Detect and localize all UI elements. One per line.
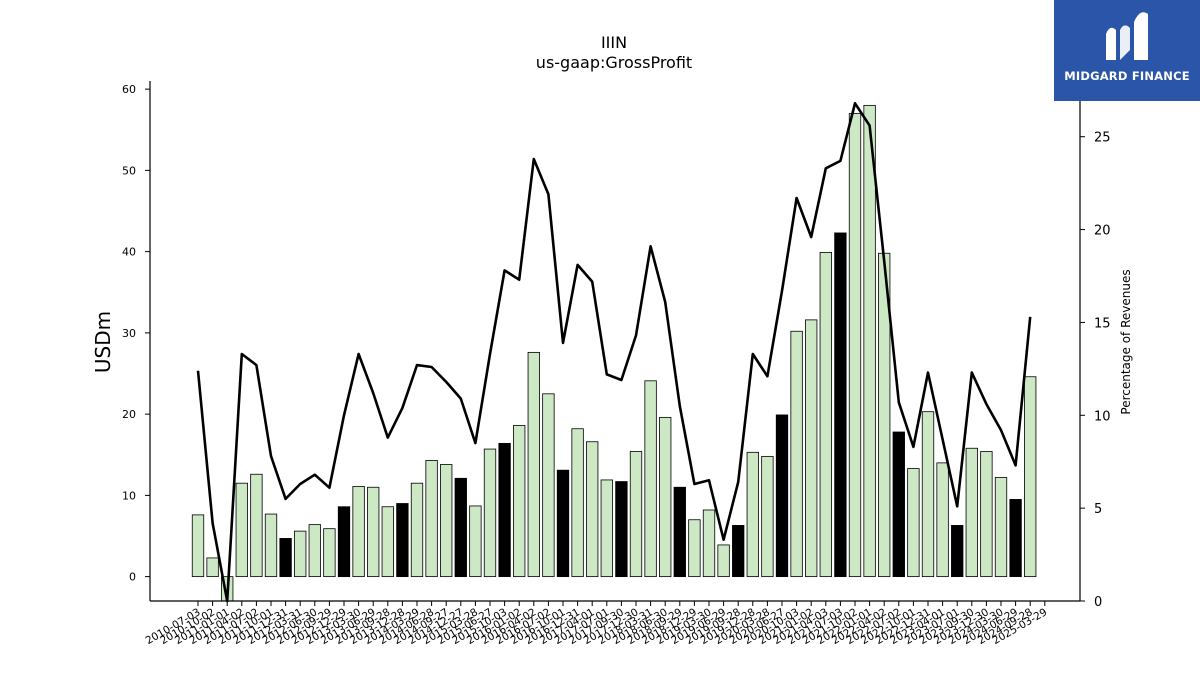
logo-mark-icon [1106,12,1148,60]
y-tick-label: 10 [122,489,136,502]
bar-2013-06-29 [367,486,380,578]
bar-2011-10-01 [264,513,278,578]
bar-2020-03-28 [761,455,774,578]
y-tick-label: 30 [122,327,136,340]
y-tick-label: 20 [122,408,136,421]
bar-2023-09-30 [965,447,978,578]
bar-2022-10-01 [907,468,920,578]
bar-2018-06-30 [659,416,672,578]
bar-2021-10-02 [848,113,862,578]
bar-2022-07-02 [892,431,905,578]
y2-tick-label: 5 [1094,502,1102,517]
bar-2011-04-02 [235,482,248,578]
bar-2015-06-27 [483,448,497,578]
bar-2017-12-30 [629,451,643,578]
bar-2024-03-30 [994,477,1008,578]
bar-2024-09-28 [1024,376,1037,578]
bar-2018-09-29 [673,486,686,578]
bar-2022-01-01 [863,104,876,578]
bar-2022-12-31 [921,411,935,578]
bar-2017-07-01 [600,479,613,578]
bar-2012-06-30 [308,524,321,578]
axes: 010203040506005101520252010-07-032010-10… [122,81,1111,647]
chart-subtitle: us-gaap:GrossProfit [536,53,692,72]
bar-2019-06-29 [717,544,730,578]
y2-tick-label: 20 [1094,224,1111,239]
bar-2021-01-02 [805,319,818,578]
bar-2016-04-02 [527,351,540,578]
bar-2014-06-28 [425,460,438,578]
bar-2016-07-02 [542,393,555,578]
bar-2011-12-31 [279,538,292,578]
y2-tick-label: 25 [1094,131,1111,146]
bar-2019-09-28 [732,525,745,578]
bar-2017-04-01 [586,441,599,578]
bar-2014-12-27 [454,477,467,578]
bar-2021-04-03 [819,252,832,578]
midgard-finance-logo: MIDGARD FINANCE [1054,0,1200,101]
bar-2013-03-30 [352,486,365,578]
bar-series [191,104,1037,602]
bar-2023-07-01 [951,525,964,578]
y2-axis-label: Percentage of Revenues [1119,269,1133,414]
bar-2023-12-30 [980,451,993,578]
bar-2015-03-28 [469,505,482,578]
y2-tick-label: 10 [1094,409,1111,424]
bar-2021-07-03 [834,232,847,578]
bar-2012-03-31 [294,530,307,578]
bar-2016-10-01 [556,469,570,578]
margin-line [196,102,1032,603]
bar-2018-12-29 [688,519,701,578]
bar-2019-12-28 [746,451,759,578]
margin-line-series [196,102,1032,603]
y-axis-label: USDm [91,311,115,373]
bar-2011-07-02 [250,473,263,578]
bar-2019-03-30 [702,509,716,578]
y-tick-label: 60 [122,83,136,96]
y-tick-label: 40 [122,246,136,259]
bar-2012-09-29 [323,528,336,578]
bar-2010-10-02 [206,557,219,578]
bar-2016-12-31 [571,428,584,578]
bar-2013-12-28 [396,503,409,578]
bar-2017-09-30 [615,481,628,578]
y2-tick-label: 0 [1094,595,1102,610]
y2-tick-label: 15 [1094,316,1111,331]
chart-title: IIIN [601,33,627,52]
logo-text: MIDGARD FINANCE [1064,69,1190,83]
bar-2013-09-28 [381,506,394,578]
bar-2014-03-29 [410,482,424,578]
bar-2015-10-03 [498,442,511,578]
bar-2020-06-27 [775,414,789,578]
bar-2014-09-27 [440,464,453,578]
bar-2010-07-03 [191,514,205,578]
y-tick-label: 50 [122,164,136,177]
bar-2018-03-31 [644,380,657,578]
bar-2012-12-29 [337,506,351,578]
bar-2016-01-02 [513,425,526,578]
bar-2023-04-01 [936,462,949,578]
bar-2024-06-29 [1009,499,1022,578]
bar-2020-10-03 [790,330,803,578]
y-tick-label: 0 [129,571,136,584]
